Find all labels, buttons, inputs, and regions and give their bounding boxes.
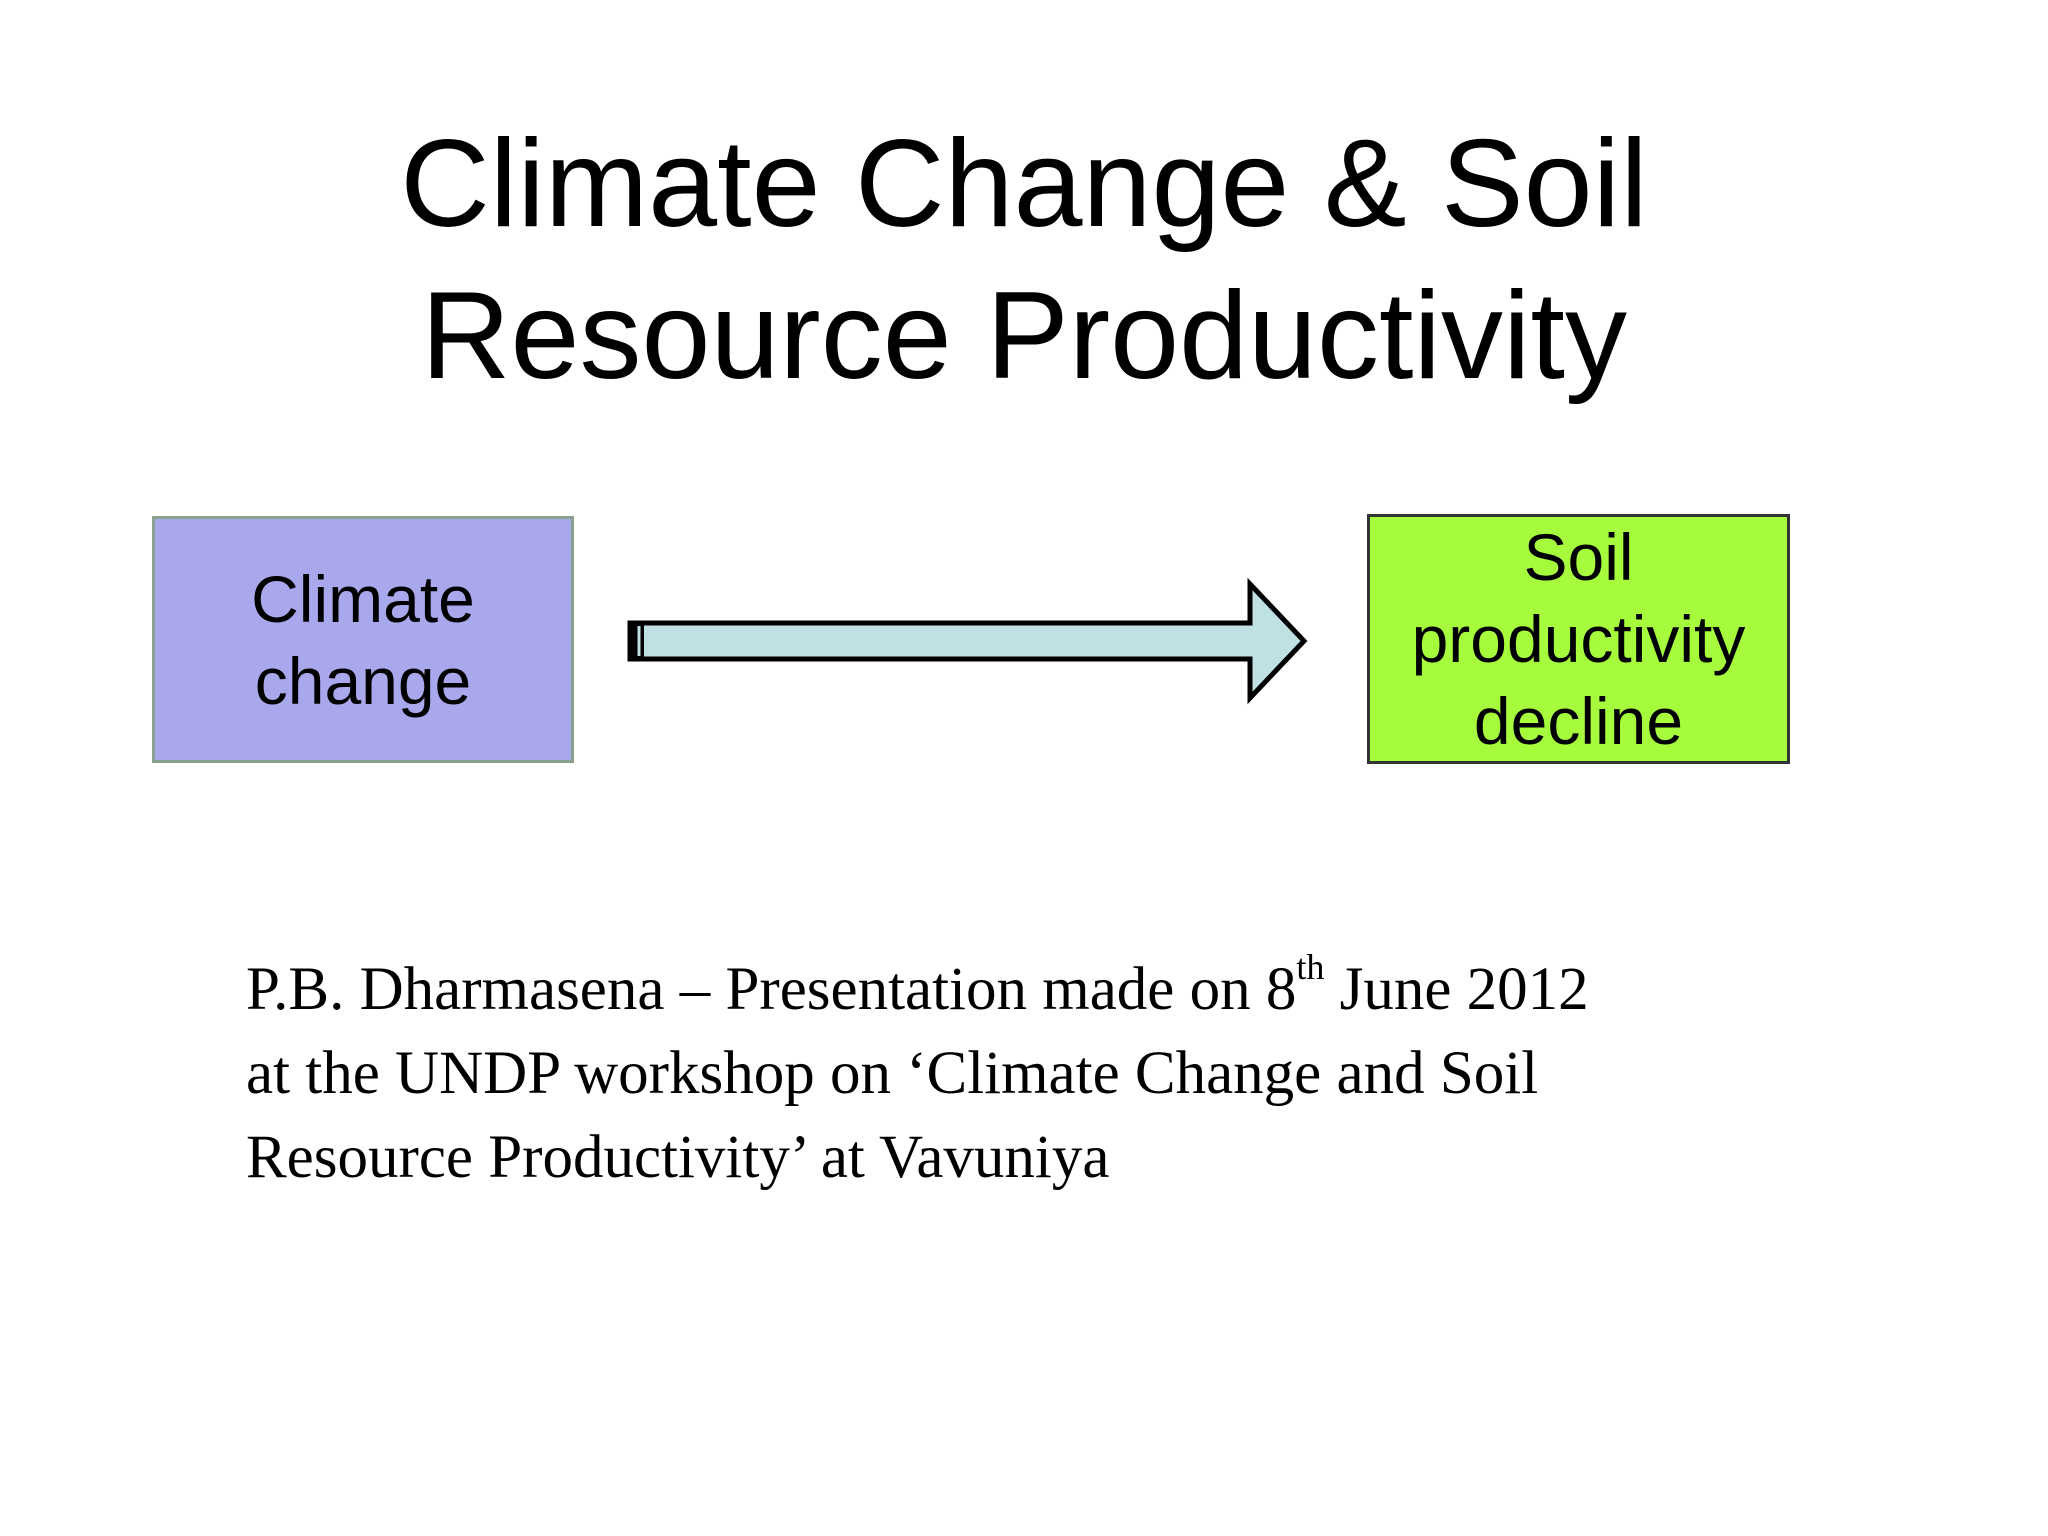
soil-box-line-2: productivity <box>1411 602 1746 676</box>
climate-change-box-line-2: change <box>254 643 472 718</box>
slide-title-line-1: Climate Change & Soil <box>400 115 1648 253</box>
slide-title: Climate Change & Soil Resource Productiv… <box>0 108 2048 412</box>
soil-box-line-3: decline <box>1473 684 1684 758</box>
arrow-shaft-and-head <box>627 577 1308 705</box>
arrow-tail-mark <box>630 623 644 659</box>
caption-line-1-text: P.B. Dharmasena – Presentation made on 8 <box>246 956 1297 1023</box>
caption-line-1-date: June 2012 <box>1324 956 1589 1023</box>
caption-ordinal-suffix: th <box>1296 947 1325 987</box>
climate-change-box-line-1: Climate <box>251 561 475 636</box>
caption-line-2: at the UNDP workshop on ‘Climate Change … <box>246 1040 1539 1107</box>
soil-productivity-decline-box: Soil productivity decline <box>1367 514 1790 764</box>
presentation-caption: P.B. Dharmasena – Presentation made on 8… <box>246 948 1896 1200</box>
cause-effect-arrow <box>627 577 1308 705</box>
soil-box-line-1: Soil <box>1523 520 1634 594</box>
climate-change-box: Climate change <box>152 516 574 763</box>
caption-line-1: P.B. Dharmasena – Presentation made on 8… <box>246 949 1589 1023</box>
caption-line-3: Resource Productivity’ at Vavuniya <box>246 1124 1110 1191</box>
slide-title-line-2: Resource Productivity <box>420 267 1628 405</box>
